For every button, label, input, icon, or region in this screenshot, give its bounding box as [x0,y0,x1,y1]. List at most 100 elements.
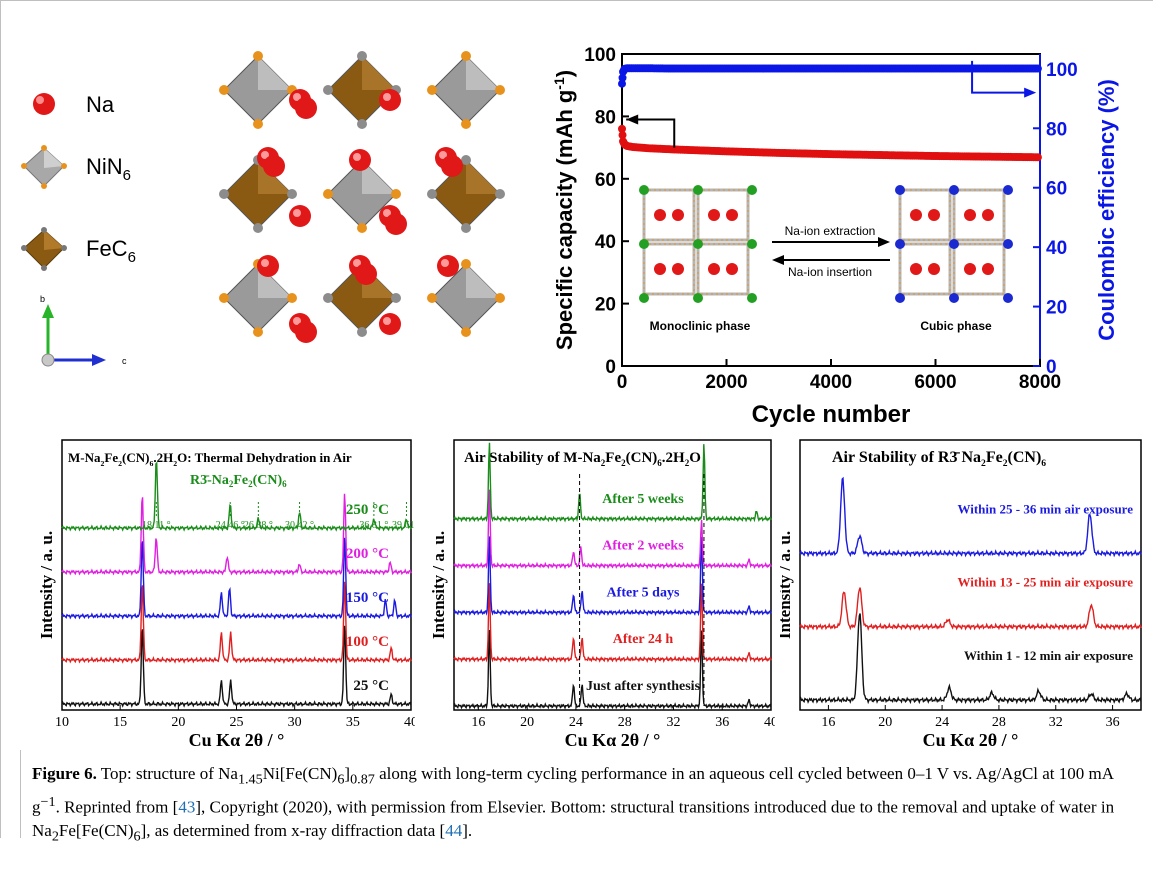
xrd-trace [453,583,772,664]
caption-label: Figure 6. [32,764,97,783]
caption-text: along with long-term cycling performance… [32,764,1114,818]
trace-label: 200 °C [346,546,389,562]
axis-b-label: b [40,294,45,304]
inset-na-atom [982,263,994,275]
n-atom [391,189,401,199]
efficiency-series [618,64,1042,88]
inset-corner-atom [895,293,905,303]
nin6-octahedron-icon [21,145,67,189]
legend-fec6-label: FeC6 [86,236,136,266]
nin6-octahedron [323,155,401,233]
xrd-trace [453,536,772,617]
fec6-octahedron [427,155,505,233]
c-atom [253,223,263,233]
c-atom [323,85,333,95]
xrd-trace [453,489,772,570]
y-left-tick-label: 100 [584,45,616,66]
title-text: (CN) [122,450,149,465]
x-tick-label: 8000 [1019,372,1061,393]
title-text: Fe [605,450,621,466]
title-text: .2H [662,450,685,466]
cube-frame [642,242,696,296]
plot-frame [453,439,772,711]
cubic-phase-label: Cubic phase [920,319,992,333]
y-right-axis-label: Coulombic efficiency (%) [1094,79,1119,341]
inset-corner-atom [949,185,959,195]
c-atom [461,223,471,233]
na-atom-highlight [439,151,447,159]
y-left-tick-label: 40 [595,232,616,253]
peak-label: 30.42 ° [285,520,314,531]
xrd-trace [799,613,1142,705]
y-right-tick-label: 60 [1046,179,1067,200]
caption-text: ], Copyright (2020), with permission fro… [32,798,1115,841]
caption-sub: 1.45 [237,771,263,788]
inset-corner-atom [949,293,959,303]
peak-annotations: R3̄-Na2Fe2(CN)618.11 ° 24.46 ° 26.88 ° 30.4… [142,473,421,531]
n-atom [253,327,263,337]
x-tick-label: 20 [171,715,185,730]
chart-title: Air Stability of R3̄ Na2Fe2(CN)6 [832,449,1046,469]
y-left-tick-label: 0 [605,357,616,378]
na-atom-highlight [383,317,391,325]
na-atom [437,255,459,277]
cube-frame [952,242,1006,296]
y-axis-label: Intensity / a. u. [37,531,56,639]
inset-corner-atom [693,185,703,195]
efficiency-point [618,73,627,82]
n-atom [461,119,471,129]
inset-na-atom [910,263,922,275]
axis-c-label: c [122,356,127,366]
cycling-chart: 0 2000 4000 6000 800002040608010002040608010… [551,45,1119,428]
title-subscript: 6 [149,459,153,468]
x-tick-label: 16 [821,715,835,730]
x-tick-label: 6000 [914,372,956,393]
inset-na-atom [928,209,940,221]
inset-corner-atom [895,185,905,195]
fec6-octahedron [219,155,297,233]
thermal-xrd-chart: 10 15 20 25 30 35 40 Cu Kα 2θ / ° Intensity / a.… [37,439,421,750]
n-atom [461,327,471,337]
na-atom-highlight [261,151,269,159]
x-tick-label: 35 [346,715,360,730]
c-atom [287,189,297,199]
title-text: O: Thermal Dehydration in Air [177,450,352,465]
title-subscript: 6 [1041,458,1046,469]
nin6-octahedron [219,51,297,129]
capacity-point [618,131,627,140]
reference-link-44[interactable]: 44 [445,821,463,841]
x-tick-label: 30 [288,715,302,730]
na-atom [257,255,279,277]
fec6-octahedron [323,259,401,337]
y-left-label-text: Specific capacity (mAh g [552,90,577,350]
title-text: Air Stability of R [832,449,950,466]
na-atom-highlight [261,259,269,267]
na-atom [289,205,311,227]
y-left-label-sup: -1 [551,77,567,90]
x-tick-label: 36 [1106,715,1120,730]
inset-na-atom [654,263,666,275]
capacity-point [618,124,626,133]
na-atom [441,155,463,177]
n-atom [357,223,367,233]
monoclinic-phase-label: Monoclinic phase [650,319,751,333]
x-axis-label: Cu Kα 2θ / ° [189,730,285,750]
air-r-xrd-chart: 16 20 24 28 32 36 Cu Kα 2θ / ° Intensity / a. u… [775,439,1142,750]
peak-label: 26.88 ° [244,520,273,531]
inset-na-atom [982,209,994,221]
phase-label-subscript: 2 [248,479,253,489]
x-tick-label: 24 [569,715,583,730]
n-atom [461,51,471,61]
phase-label-subscript: 6 [282,479,287,489]
phase-label-text: -Na [207,473,229,488]
inset-na-atom [964,263,976,275]
reference-link-43[interactable]: 43 [178,798,196,818]
cube-frame-atoms [953,243,1005,295]
fec6-octahedron-icon [21,227,67,271]
title-subscript: 2 [685,458,690,468]
na-atom-highlight [293,317,301,325]
trace-label: After 2 weeks [602,539,684,554]
c-atom [323,293,333,303]
structure-legend: Na NiN6 FeC6 [21,92,136,271]
title-subscript: 2 [118,459,122,468]
